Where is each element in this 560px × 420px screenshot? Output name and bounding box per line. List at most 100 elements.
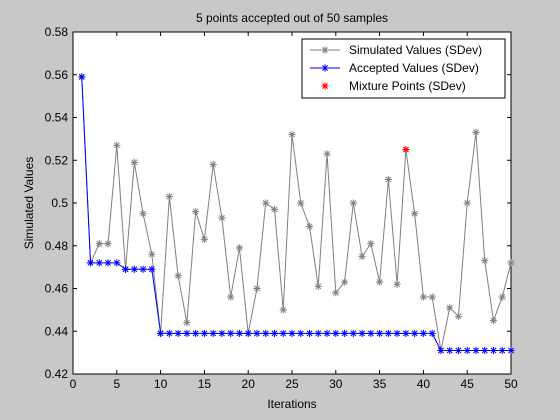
data-point	[376, 329, 384, 337]
data-point	[78, 73, 86, 81]
data-point	[95, 240, 103, 248]
data-point	[174, 329, 182, 337]
data-point	[349, 199, 357, 207]
data-point	[113, 141, 121, 149]
data-point	[411, 210, 419, 218]
data-point	[419, 329, 427, 337]
data-point	[227, 329, 235, 337]
data-point	[183, 319, 191, 327]
data-point	[235, 329, 244, 337]
data-point	[121, 265, 130, 273]
data-point	[270, 205, 279, 214]
data-point	[507, 346, 515, 355]
data-point	[314, 282, 322, 290]
legend-label: Simulated Values (SDev)	[349, 43, 482, 57]
legend-item: Mixture Points (SDev)	[321, 79, 466, 93]
data-point	[95, 259, 103, 267]
data-point	[498, 293, 506, 301]
x-tick-label: 0	[70, 377, 77, 391]
y-tick-label: 0.56	[45, 68, 69, 82]
x-tick-label: 40	[417, 377, 431, 391]
data-point	[419, 293, 427, 301]
data-point	[200, 329, 208, 337]
data-point	[489, 316, 498, 325]
data-point	[297, 199, 305, 207]
chart-title: 5 points accepted out of 50 samples	[196, 11, 388, 25]
data-point	[165, 329, 173, 337]
data-point	[384, 175, 392, 184]
data-point	[332, 329, 340, 337]
data-point	[340, 278, 349, 286]
x-tick-label: 35	[373, 377, 387, 391]
data-point	[279, 329, 287, 337]
data-point	[174, 272, 182, 280]
data-point	[148, 250, 156, 258]
legend-label: Mixture Points (SDev)	[349, 79, 466, 93]
series-2	[78, 73, 515, 355]
data-point	[130, 158, 138, 166]
x-tick-label: 50	[504, 377, 518, 391]
legend-item: Simulated Values (SDev)	[310, 43, 482, 57]
data-point	[104, 240, 112, 248]
legend-marker	[321, 46, 329, 54]
data-point	[288, 131, 296, 139]
data-point	[209, 329, 217, 337]
data-point	[200, 235, 208, 243]
data-point	[139, 210, 147, 218]
data-point	[253, 329, 261, 337]
data-point	[402, 145, 410, 154]
legend-item: Accepted Values (SDev)	[310, 61, 479, 75]
data-point	[253, 284, 261, 293]
data-point	[358, 252, 366, 261]
data-point	[428, 293, 436, 301]
y-tick-label: 0.46	[45, 282, 69, 296]
data-point	[262, 329, 270, 337]
data-point	[209, 160, 217, 169]
data-point	[157, 329, 165, 337]
x-tick-label: 45	[461, 377, 475, 391]
data-point	[481, 346, 489, 355]
data-point	[305, 222, 314, 231]
data-point	[446, 346, 454, 355]
data-point	[192, 329, 200, 337]
data-point	[393, 329, 401, 337]
data-point	[297, 329, 305, 337]
data-point	[165, 192, 173, 201]
data-point	[384, 329, 392, 337]
x-tick-label: 15	[198, 377, 212, 391]
data-point	[481, 257, 489, 265]
data-point	[489, 346, 498, 355]
data-point	[279, 306, 287, 314]
data-point	[454, 312, 463, 320]
legend-marker	[321, 64, 329, 72]
data-point	[349, 329, 357, 337]
data-point	[235, 244, 244, 252]
axis-ticks: 0 5 10 15 20 25 30 35 40 45 50 0.42 0.44 0.46 0.48 0.5 0…	[45, 25, 518, 391]
data-point	[288, 329, 296, 337]
data-point	[411, 329, 419, 337]
data-point	[183, 329, 191, 337]
data-point	[463, 346, 471, 355]
data-point	[367, 329, 375, 337]
data-point	[472, 346, 480, 355]
x-tick-label: 5	[113, 377, 120, 391]
data-point	[113, 259, 121, 267]
x-tick-label: 20	[242, 377, 256, 391]
data-point	[428, 329, 436, 337]
data-point	[472, 128, 480, 137]
series-3	[402, 145, 410, 154]
data-point	[323, 329, 331, 337]
data-point	[262, 199, 270, 207]
data-point	[139, 265, 147, 273]
data-point	[437, 346, 445, 355]
data-point	[270, 329, 279, 337]
y-axis-label: Simulated Values	[22, 157, 36, 250]
y-tick-label: 0.58	[45, 25, 69, 39]
data-point	[218, 214, 226, 222]
data-point	[340, 329, 349, 337]
data-point	[376, 278, 384, 286]
data-point	[367, 240, 375, 248]
data-point	[244, 329, 252, 337]
data-point	[393, 280, 401, 288]
